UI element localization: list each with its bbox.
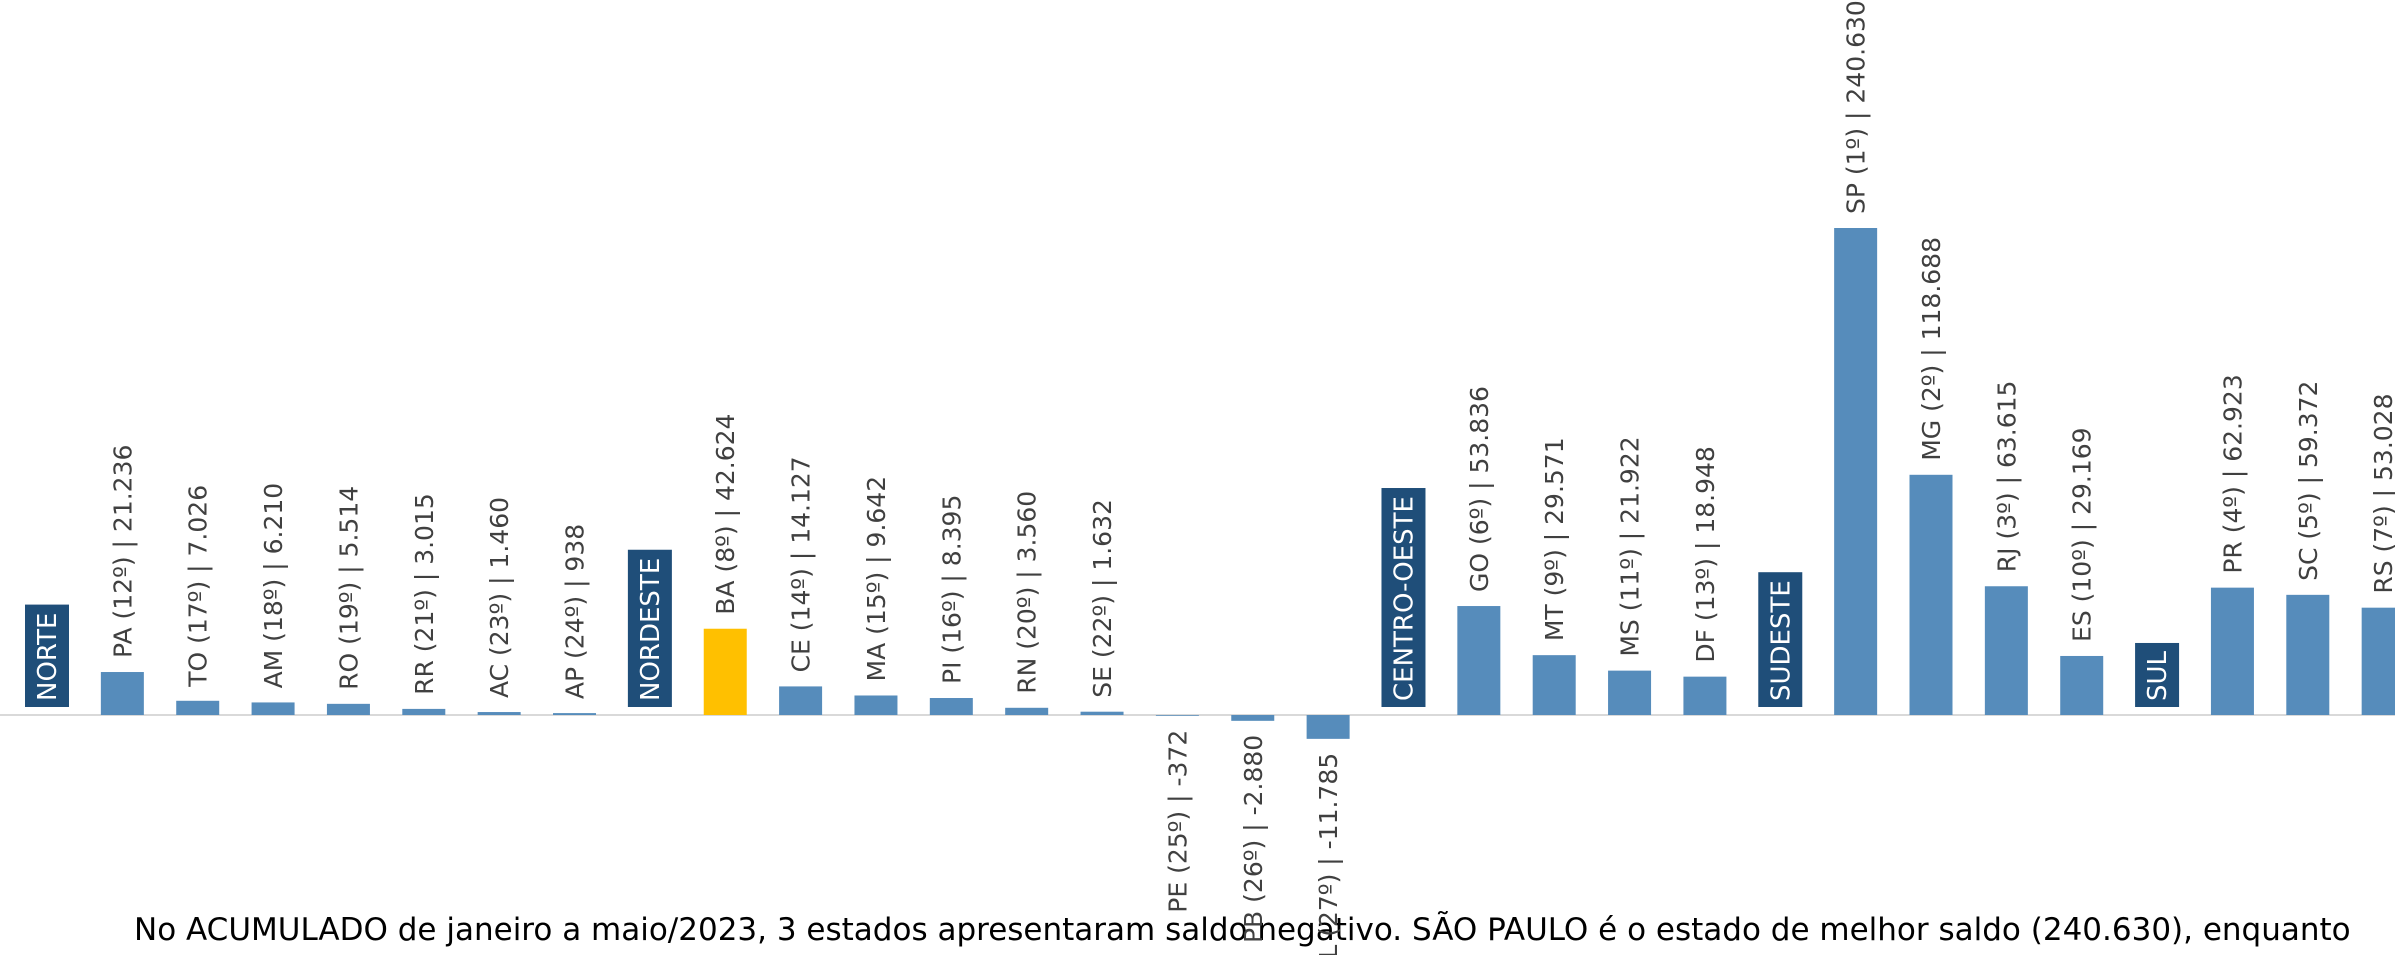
data-label: MS (11º) | 21.922 — [1616, 436, 1645, 656]
bar — [854, 695, 898, 715]
bar — [1683, 676, 1727, 715]
bar — [1155, 715, 1199, 716]
data-label: TO (17º) | 7.026 — [184, 485, 213, 688]
bar — [1231, 715, 1275, 721]
data-label: PA (12º) | 21.236 — [108, 445, 137, 658]
data-label: PE (25º) | -372 — [1163, 730, 1192, 913]
region-box — [2135, 642, 2180, 707]
data-label: SC (5º) | 59.372 — [2294, 381, 2323, 581]
region-label: NORDESTE — [636, 558, 666, 701]
region-label: SUDESTE — [1766, 580, 1796, 701]
data-label: AP (24º) | 938 — [561, 524, 590, 699]
data-label: SE (22º) | 1.632 — [1088, 499, 1117, 698]
data-label: SP (1º) | 240.630 — [1842, 0, 1871, 214]
bar — [251, 702, 295, 715]
bar — [553, 713, 597, 715]
bar — [326, 703, 370, 715]
data-label: MG (2º) | 118.688 — [1917, 237, 1946, 461]
data-label: PI (16º) | 8.395 — [937, 495, 966, 684]
caption: No ACUMULADO de janeiro a maio/2023, 3 e… — [134, 912, 2351, 948]
data-label: RS (7º) | 53.028 — [2369, 394, 2395, 594]
region-label: SUL — [2143, 650, 2173, 701]
data-label: AC (23º) | 1.460 — [485, 497, 514, 698]
bar — [1984, 586, 2028, 715]
region-box — [627, 549, 672, 707]
bar — [176, 700, 220, 715]
data-label: ES (10º) | 29.169 — [2068, 427, 2097, 642]
bar — [1457, 606, 1501, 715]
bar — [477, 712, 521, 715]
bar — [1532, 655, 1576, 715]
bar — [2060, 655, 2104, 715]
data-label: PB (26º) | -2.880 — [1239, 735, 1268, 943]
data-label: CE (14º) | 14.127 — [787, 456, 816, 672]
data-label: RN (20º) | 3.560 — [1013, 491, 1042, 694]
data-label: MA (15º) | 9.642 — [862, 476, 891, 682]
bar — [2286, 594, 2330, 715]
bar — [1080, 711, 1124, 715]
data-label: GO (6º) | 53.836 — [1465, 386, 1494, 592]
bar — [402, 708, 446, 715]
region-label: NORTE — [33, 613, 63, 701]
bar — [1909, 474, 1953, 715]
bar — [779, 686, 823, 715]
region-box — [25, 604, 69, 707]
bar — [1306, 715, 1350, 739]
bar — [929, 698, 973, 715]
bar — [1834, 228, 1878, 715]
data-label: PR (4º) | 62.923 — [2218, 374, 2247, 573]
data-label: RO (19º) | 5.514 — [334, 486, 363, 690]
data-label: AL (27º) | -11.785 — [1314, 753, 1343, 955]
region-box — [1381, 488, 1426, 707]
bar — [1005, 707, 1049, 715]
bar — [2210, 587, 2254, 715]
bar — [2361, 607, 2395, 715]
bar — [100, 672, 144, 715]
data-label: RJ (3º) | 63.615 — [1992, 381, 2021, 573]
data-label: MT (9º) | 29.571 — [1540, 437, 1569, 641]
data-label: BA (8º) | 42.624 — [711, 414, 740, 615]
data-label: DF (13º) | 18.948 — [1691, 446, 1720, 662]
bar — [1608, 670, 1652, 715]
region-label: CENTRO-OESTE — [1389, 496, 1419, 701]
bar — [703, 628, 747, 715]
data-label: RR (21º) | 3.015 — [410, 493, 439, 695]
region-box — [1758, 572, 1803, 707]
data-label: AM (18º) | 6.210 — [259, 483, 288, 689]
